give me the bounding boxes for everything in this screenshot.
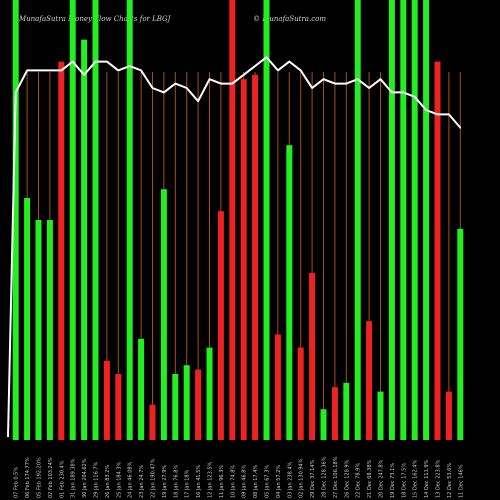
bar-29-jan-2024 xyxy=(92,0,99,440)
bar-15-dec-2023 xyxy=(411,0,418,440)
x-tick-label: 19 Dec 73.1% xyxy=(390,463,396,498)
bar-16-jan-2024 xyxy=(195,369,202,440)
x-tick-label: 30 Jan 204.62% xyxy=(82,458,88,498)
x-tick-label: 25 Jan 184.3% xyxy=(116,461,122,498)
x-tick-label: 26 Jan 83.2% xyxy=(105,465,111,498)
bar-02-jan-2024 xyxy=(297,347,304,440)
bar-22-dec-2023 xyxy=(354,0,361,440)
bar-21-dec-2023 xyxy=(366,321,373,440)
bar-series xyxy=(12,0,464,441)
x-tick-label: 03 Jan 238.4% xyxy=(287,461,293,498)
bar-09-jan-2024 xyxy=(240,79,247,440)
x-tick-label: 29 Dec 37.14% xyxy=(310,459,316,498)
x-tick-label: 21 Dec 68.38% xyxy=(367,459,373,498)
bar-29-dec-2023 xyxy=(309,272,316,440)
bar-14-dec-2023 xyxy=(423,0,430,440)
bar-05-jan-2024 xyxy=(263,0,270,440)
bar-24-jan-2024 xyxy=(126,0,133,440)
bar-19-jan-2024 xyxy=(160,189,167,440)
x-tick-label: 09 Jan 46.8% xyxy=(242,465,248,498)
x-tick-label: 10 Jan 74.8% xyxy=(230,465,236,498)
money-flow-line xyxy=(7,56,462,438)
x-tick-label: 05 Jan 67.3% xyxy=(265,465,271,498)
bar-20-dec-2023 xyxy=(377,391,384,440)
x-tick-label: 23 Jan 24.7% xyxy=(139,465,145,498)
bar-12-jan-2024 xyxy=(206,347,213,440)
x-tick-label: 17 Jan 18% xyxy=(185,469,191,498)
x-tick-label: 12 Dec 53.6% xyxy=(447,463,453,498)
bar-04-jan-2024 xyxy=(274,334,281,440)
x-tick-label: 04 Jan 57.2% xyxy=(276,465,282,498)
bar-25-jan-2024 xyxy=(115,374,122,440)
x-tick-label: 02 Jan 130.94% xyxy=(299,458,305,498)
bar-11-jan-2024 xyxy=(217,211,224,440)
x-tick-label: 18 Dec 17.5% xyxy=(401,463,407,498)
x-tick-label: 06 Feb 174.77% xyxy=(25,457,31,498)
bar-18-jan-2024 xyxy=(172,374,179,440)
x-tick-label: 02 Feb 103.24% xyxy=(48,457,54,498)
x-tick-label: 08 Jan 17.4% xyxy=(253,465,259,498)
bar-17-jan-2024 xyxy=(183,365,190,440)
x-tick-label: 05 Feb 192.20% xyxy=(37,457,43,498)
bar-19-dec-2023 xyxy=(388,0,395,440)
x-tick-labels: 07 Feb 0.5% 06 Feb 174.77% 05 Feb 192.20% 0… xyxy=(14,456,465,498)
bar-08-jan-2024 xyxy=(252,74,259,441)
bar-23-jan-2024 xyxy=(138,338,145,440)
x-tick-label: 01 Feb 230.4% xyxy=(59,460,65,498)
x-tick-label: 22 Dec 78.9% xyxy=(356,463,362,498)
x-tick-label: 12 Jan 123.5% xyxy=(208,461,214,498)
x-tick-label: 22 Jan 190.47% xyxy=(151,458,157,498)
bar-03-jan-2024 xyxy=(286,145,293,440)
x-tick-label: 14 Dec 111.9% xyxy=(424,459,430,498)
x-tick-label: 26 Dec 128.9% xyxy=(344,459,350,498)
bar-06-feb-2024 xyxy=(24,198,31,440)
bar-30-jan-2024 xyxy=(81,39,88,440)
x-tick-label: 27 Dec 106.18% xyxy=(333,456,339,498)
bar-26-jan-2024 xyxy=(103,360,110,440)
x-tick-label: 13 Dec 223.8% xyxy=(436,459,442,498)
bar-13-dec-2023 xyxy=(434,61,441,440)
x-tick-label: 11 Dec 146% xyxy=(458,464,464,498)
x-tick-label: 18 Jan 76.8% xyxy=(173,465,179,498)
x-tick-label: 31 Jan 189.38% xyxy=(71,458,77,498)
bar-22-jan-2024 xyxy=(149,404,156,440)
x-tick-label: 15 Dec 162.4% xyxy=(413,459,419,498)
bar-26-dec-2023 xyxy=(343,382,350,440)
bar-10-jan-2024 xyxy=(229,0,236,440)
bar-01-feb-2024 xyxy=(58,61,65,440)
x-tick-label: 16 Jan 41.5% xyxy=(196,465,202,498)
x-tick-label: 19 Jan 27.9% xyxy=(162,465,168,498)
x-tick-label: 07 Feb 0.5% xyxy=(14,467,20,498)
bar-02-feb-2024 xyxy=(46,220,53,440)
bar-28-dec-2023 xyxy=(320,409,327,440)
x-tick-label: 28 Dec 128.36% xyxy=(322,456,328,498)
x-tick-label: 11 Jan 96.3% xyxy=(219,465,225,498)
bar-18-dec-2023 xyxy=(400,0,407,440)
bar-27-dec-2023 xyxy=(331,387,338,440)
x-tick-label: 29 Jan 116.7% xyxy=(94,461,100,498)
bar-12-dec-2023 xyxy=(445,391,452,440)
x-tick-label: 24 Jan 46.08% xyxy=(128,461,134,498)
chart-credit: © MunafaSutra.com xyxy=(253,15,326,23)
bar-07-feb-2024 xyxy=(12,0,19,440)
bar-05-feb-2024 xyxy=(35,220,42,440)
x-tick-label: 20 Dec 247.8% xyxy=(379,459,385,498)
bar-31-jan-2024 xyxy=(69,0,76,440)
bar-11-dec-2023 xyxy=(457,228,464,440)
